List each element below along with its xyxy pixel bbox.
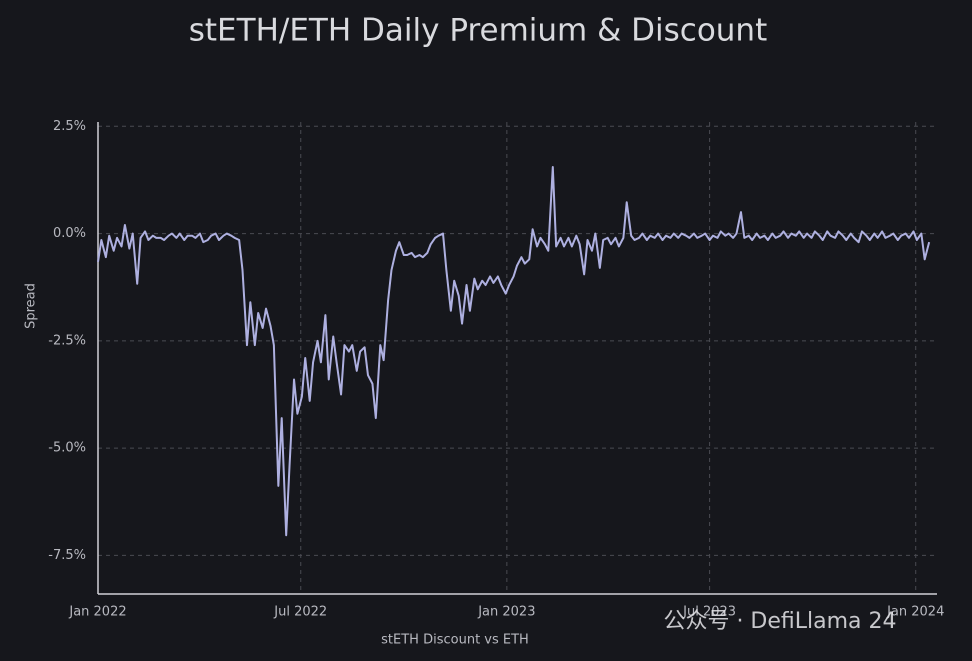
x-tick-label: Jan 2022 xyxy=(68,605,126,620)
y-tick-label: -2.5% xyxy=(48,333,86,348)
x-tick-label: Jan 2024 xyxy=(886,605,944,620)
y-tick-label: -5.0% xyxy=(48,441,86,456)
y-axis-label: Spread xyxy=(24,283,39,329)
line-series xyxy=(97,166,931,537)
y-tick-label: 2.5% xyxy=(53,119,86,134)
watermark: 公众号 · DefiLlama 24 xyxy=(663,609,896,634)
x-tick-label: Jan 2023 xyxy=(477,605,535,620)
x-tick-label: Jul 2023 xyxy=(682,605,736,620)
x-axis-label: stETH Discount vs ETH xyxy=(381,633,529,648)
y-tick-label: 0.0% xyxy=(53,226,86,241)
x-tick-label: Jul 2022 xyxy=(273,605,327,620)
y-tick-label: -7.5% xyxy=(48,548,86,563)
chart-title: stETH/ETH Daily Premium & Discount xyxy=(189,13,767,49)
